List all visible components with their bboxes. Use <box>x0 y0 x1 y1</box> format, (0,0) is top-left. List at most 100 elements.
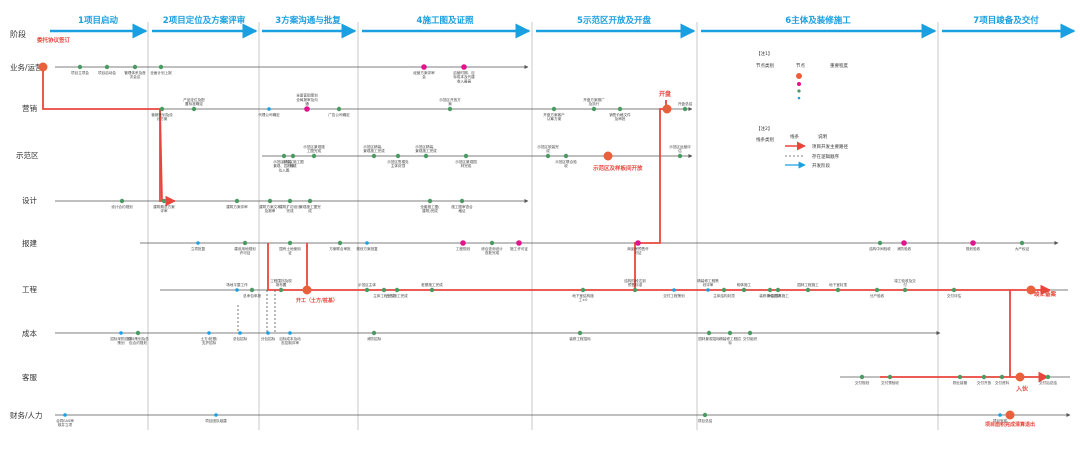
lane-finance: 财务/人力 <box>10 410 43 420</box>
node-label-eng-15: 园林工程施工 <box>797 282 819 287</box>
milestone-start-node <box>302 285 312 295</box>
milestone-open-label: 开盘 <box>659 90 671 98</box>
node-label-rep-7: 综合查询设计查批完成 <box>481 246 503 255</box>
node-label-demo-3: 示范区施工图完成 <box>282 159 304 168</box>
phase-1-title: 1项目启动 <box>78 15 118 26</box>
node-label-eng-4: 土方施工完成 <box>386 293 408 298</box>
node-demo-1 <box>281 153 287 159</box>
node-rep-2 <box>242 240 248 246</box>
node-cost-1 <box>135 330 141 336</box>
node-label-eng-1: 场地平整工作 <box>226 282 248 287</box>
node-ops-1 <box>77 64 83 70</box>
node-label-ops-5: 经营方案评审会 <box>413 70 435 79</box>
node-label-demo-4: 示范区精装、景观施工完成 <box>363 144 385 153</box>
node-label-rep-12: 规划验收 <box>966 246 981 251</box>
node-rep-11 <box>901 240 907 246</box>
node-rep-1 <box>196 241 200 245</box>
phase-3-title: 3方案沟通与批复 <box>275 15 341 26</box>
node-label-demo-8: 示范区软装完成 <box>537 144 559 153</box>
milestone-sign-node <box>38 62 48 72</box>
node-label-des-1: 设计合约规划 <box>111 204 133 209</box>
phase-4-title: 4施工图及证照 <box>417 15 474 26</box>
legend-line: 线条 <box>790 133 799 140</box>
node-rep-7 <box>489 240 495 246</box>
legend-desc: 说明 <box>818 133 827 140</box>
node-fin-3 <box>702 412 708 418</box>
node-label-demo-1: 示范区精装、景观、园林单位入围 <box>273 159 295 172</box>
node-label-cost-11: 交付组织 <box>743 336 758 341</box>
node-label-mkt-3: 代理公司确定 <box>258 112 280 117</box>
node-label-eng-20: 交付评估 <box>947 293 962 298</box>
node-eng-3 <box>278 287 284 293</box>
node-demo-4 <box>371 153 377 159</box>
node-eng-12 <box>721 287 727 293</box>
lane-engineering: 工程 <box>22 285 37 294</box>
milestone-showroom-node <box>603 151 613 161</box>
node-eng-15 <box>805 287 811 293</box>
node-mkt-1 <box>159 106 165 112</box>
node-eng-10 <box>672 288 676 292</box>
node-ops-5 <box>421 64 427 70</box>
node-eng-18 <box>874 287 880 293</box>
node-demo-10 <box>677 153 683 159</box>
milestone-open-node <box>662 104 672 114</box>
phase-6-title: 6主体及装修施工 <box>785 15 851 26</box>
milestones: 委托协议签订 开盘 示范区及样板间开放 开工（土方/桩基） 竣工备案 入伙 项目… <box>37 36 1057 428</box>
logic-path <box>237 290 276 333</box>
node-mkt-9 <box>617 106 623 112</box>
node-cost-8 <box>577 330 583 336</box>
node-label-cost-10: 精装修工程招标 <box>719 336 741 345</box>
node-des-5 <box>287 198 293 204</box>
node-label-eng-16: 升级园林施工 <box>767 293 789 298</box>
milestone-showroom-label: 示范区及样板间开放 <box>593 164 643 172</box>
node-label-des-6: 景观施工图完成 <box>299 204 321 213</box>
node-label-rep-8: 施工许可证 <box>510 246 528 251</box>
node-ops-4 <box>158 64 164 70</box>
node-demo-3 <box>290 153 296 159</box>
stage-label: 阶段 <box>10 29 26 39</box>
legend-nodes-title: 【注1】 <box>756 50 772 57</box>
legend: 【注1】 节点类别 节点 重要程度 【注2】 线条类别 线条 说明 项目开发主要… <box>756 50 848 169</box>
node-label-cs-6: 交付后总结 <box>1039 380 1057 385</box>
node-label-demo-5: 示范区售楼处主体封顶 <box>387 159 409 168</box>
node-label-cost-1: 招标策划及总包合约规划 <box>127 336 149 345</box>
node-label-ops-2: 项目启动会 <box>98 70 116 75</box>
legend-line-type: 线条类别 <box>756 136 774 143</box>
lane-design: 设计 <box>22 195 37 205</box>
node-des-3 <box>234 198 240 204</box>
node-rep-3 <box>287 240 293 246</box>
node-label-demo-7: 示范区景观园林完成 <box>455 159 477 168</box>
node-label-mkt-6: 示范区开放方案 <box>439 97 461 106</box>
node-mkt-10 <box>682 106 688 112</box>
legend-node-magenta <box>797 82 801 86</box>
node-mkt-8 <box>591 106 597 112</box>
node-label-eng-11: 精装修工程策划评审 <box>697 278 719 287</box>
node-label-demo-9: 示范区联合验收 <box>555 159 577 168</box>
milestone-audit-node <box>1005 410 1015 420</box>
node-label-fin-4: 项目完成 <box>993 418 1008 423</box>
legend-node-type: 节点类别 <box>756 62 774 69</box>
node-cs-4 <box>981 374 987 380</box>
node-cost-2 <box>119 331 123 335</box>
node-eng-14 <box>767 287 773 293</box>
phase-7-title: 7项目竣备及交付 <box>973 15 1039 26</box>
node-label-rep-5: 规划方案批复 <box>356 246 378 251</box>
lane-cost: 成本 <box>22 328 37 338</box>
node-label-des-3: 建筑方案评审 <box>226 204 248 209</box>
node-rep-4 <box>337 240 343 246</box>
node-label-rep-4: 方案联合审批 <box>329 246 351 251</box>
legend-lines-title: 【注2】 <box>756 125 772 132</box>
node-label-eng-17: 地下室封顶 <box>829 282 847 287</box>
node-rep-13 <box>1019 240 1025 246</box>
node-ops-2 <box>104 64 110 70</box>
node-label-cost-6: 分包招标 <box>261 336 276 341</box>
node-cost-3 <box>207 331 211 335</box>
node-label-demo-10: 示范区运营评估 <box>669 144 691 153</box>
node-label-cost-7: 消防招标 <box>367 336 382 341</box>
node-eng-8 <box>580 287 586 293</box>
node-label-rep-13: 大产权证 <box>1015 246 1030 251</box>
phase-grid <box>147 22 939 430</box>
node-eng-1 <box>235 288 239 292</box>
node-label-cost-2: 招标采购总体策划 <box>110 336 132 345</box>
phase-2-title: 2项目定位及方案评审 <box>163 15 245 26</box>
